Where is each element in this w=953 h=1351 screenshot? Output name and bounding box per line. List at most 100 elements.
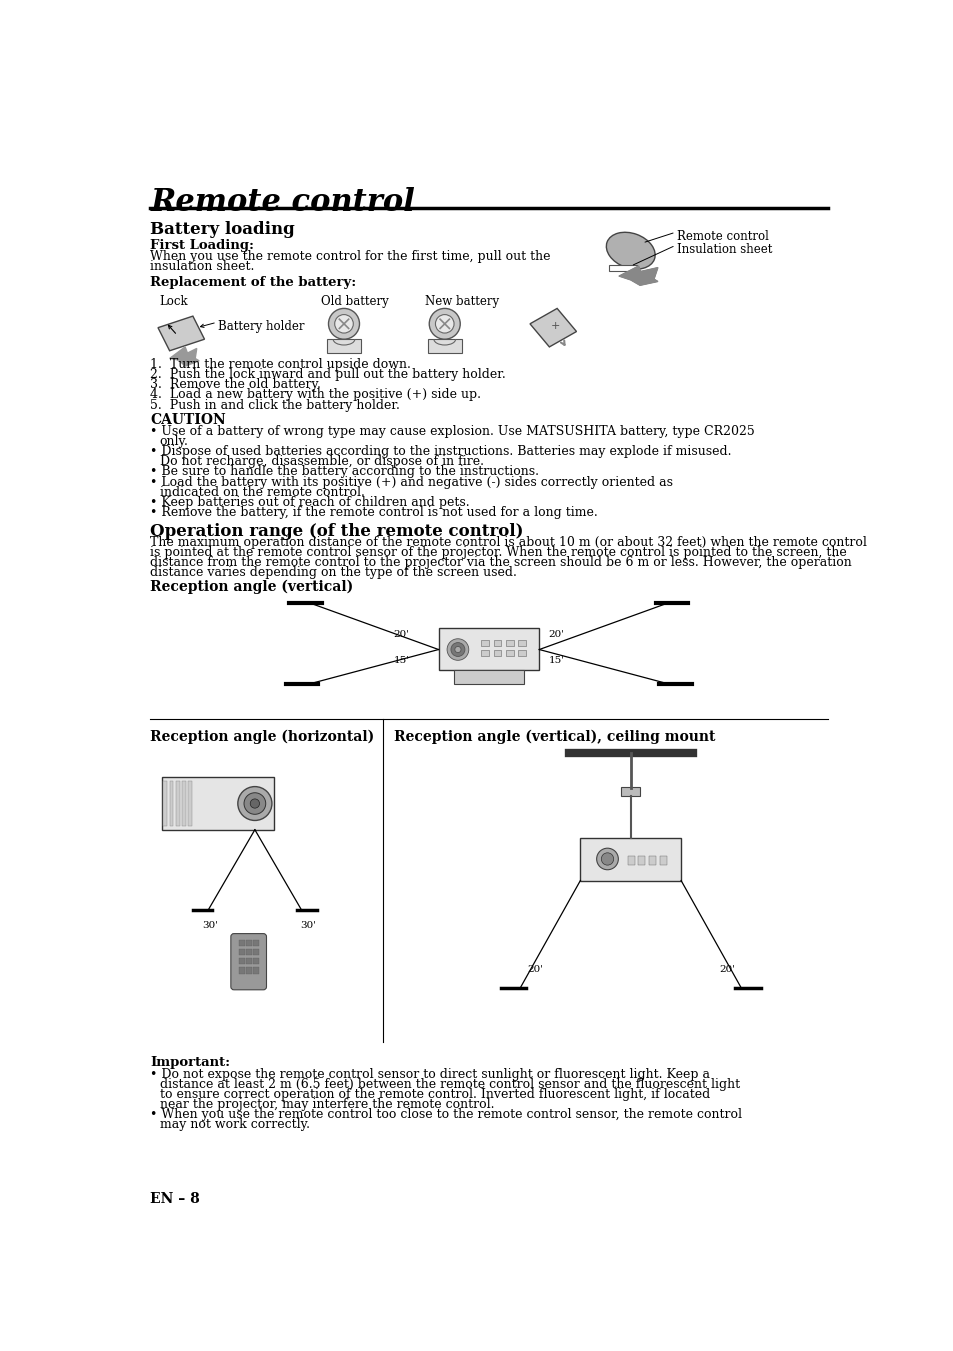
Text: insulation sheet.: insulation sheet.: [150, 259, 254, 273]
Bar: [239, 967, 245, 974]
Circle shape: [596, 848, 618, 870]
Circle shape: [335, 315, 353, 334]
Text: 30': 30': [202, 920, 218, 929]
Bar: [608, 265, 637, 270]
Bar: [493, 639, 500, 646]
Text: distance from the remote control to the projector via the screen should be 6 m o: distance from the remote control to the …: [150, 557, 851, 569]
Text: Important:: Important:: [150, 1056, 230, 1069]
Text: near the projector, may interfere the remote control.: near the projector, may interfere the re…: [159, 1097, 494, 1111]
Text: Reception angle (horizontal): Reception angle (horizontal): [150, 730, 375, 744]
Text: • Keep batteries out of reach of children and pets.: • Keep batteries out of reach of childre…: [150, 496, 470, 508]
Bar: [649, 857, 656, 865]
Text: distance varies depending on the type of the screen used.: distance varies depending on the type of…: [150, 566, 517, 580]
Bar: [253, 967, 258, 974]
Bar: [239, 948, 245, 955]
Text: Insulation sheet: Insulation sheet: [677, 243, 772, 255]
Text: Battery loading: Battery loading: [150, 220, 294, 238]
Text: • Use of a battery of wrong type may cause explosion. Use MATSUSHITA battery, ty: • Use of a battery of wrong type may cau…: [150, 426, 754, 439]
Ellipse shape: [606, 232, 655, 269]
Polygon shape: [618, 266, 658, 285]
Bar: [163, 781, 167, 825]
Text: First Loading:: First Loading:: [150, 239, 254, 253]
Bar: [517, 650, 525, 657]
Text: Reception angle (vertical), ceiling mount: Reception angle (vertical), ceiling moun…: [394, 730, 715, 744]
Text: 3.  Remove the old battery.: 3. Remove the old battery.: [150, 378, 321, 392]
Text: Old battery: Old battery: [320, 295, 388, 308]
Bar: [170, 781, 173, 825]
Circle shape: [250, 798, 259, 808]
Text: Lock: Lock: [159, 295, 188, 308]
Bar: [246, 958, 252, 965]
Bar: [579, 838, 680, 881]
Bar: [638, 857, 645, 865]
Polygon shape: [158, 316, 204, 351]
Text: Do not recharge, disassemble, or dispose of in fire.: Do not recharge, disassemble, or dispose…: [159, 455, 483, 469]
Circle shape: [429, 308, 459, 339]
Text: Replacement of the battery:: Replacement of the battery:: [150, 276, 356, 289]
Bar: [438, 628, 538, 670]
Bar: [175, 781, 179, 825]
FancyBboxPatch shape: [231, 934, 266, 990]
Bar: [188, 781, 192, 825]
Text: CAUTION: CAUTION: [150, 413, 226, 427]
Text: • Remove the battery, if the remote control is not used for a long time.: • Remove the battery, if the remote cont…: [150, 505, 598, 519]
Bar: [493, 650, 500, 657]
Bar: [246, 940, 252, 946]
Text: may not work correctly.: may not work correctly.: [159, 1117, 309, 1131]
Text: 4.  Load a new battery with the positive (+) side up.: 4. Load a new battery with the positive …: [150, 389, 480, 401]
Circle shape: [451, 643, 464, 657]
Bar: [627, 857, 634, 865]
Text: The maximum operation distance of the remote control is about 10 m (or about 32 : The maximum operation distance of the re…: [150, 536, 866, 550]
Bar: [246, 948, 252, 955]
Polygon shape: [170, 347, 199, 366]
Text: Remote control: Remote control: [677, 230, 768, 243]
Bar: [454, 670, 523, 684]
Text: EN – 8: EN – 8: [150, 1193, 200, 1206]
Text: only.: only.: [159, 435, 189, 449]
Bar: [505, 650, 513, 657]
Bar: [517, 639, 525, 646]
Bar: [253, 948, 258, 955]
Bar: [480, 639, 488, 646]
Text: When you use the remote control for the first time, pull out the: When you use the remote control for the …: [150, 250, 550, 263]
Circle shape: [600, 852, 613, 865]
Text: • Be sure to handle the battery according to the instructions.: • Be sure to handle the battery accordin…: [150, 466, 538, 478]
Text: indicated on the remote control.: indicated on the remote control.: [159, 485, 364, 499]
Text: • Do not expose the remote control sensor to direct sunlight or fluorescent ligh: • Do not expose the remote control senso…: [150, 1067, 709, 1081]
Polygon shape: [427, 339, 461, 353]
Bar: [239, 940, 245, 946]
Text: 30': 30': [299, 920, 315, 929]
Bar: [239, 958, 245, 965]
Text: 1.  Turn the remote control upside down.: 1. Turn the remote control upside down.: [150, 358, 411, 372]
Bar: [246, 967, 252, 974]
Bar: [659, 857, 666, 865]
Polygon shape: [530, 308, 576, 347]
Text: 20': 20': [548, 631, 564, 639]
Text: 15': 15': [548, 655, 564, 665]
Text: • Load the battery with its positive (+) and negative (-) sides correctly orient: • Load the battery with its positive (+)…: [150, 476, 673, 489]
Text: New battery: New battery: [425, 295, 499, 308]
Text: distance at least 2 m (6.5 feet) between the remote control sensor and the fluor: distance at least 2 m (6.5 feet) between…: [159, 1078, 739, 1090]
Circle shape: [455, 646, 460, 653]
Bar: [480, 650, 488, 657]
Bar: [505, 639, 513, 646]
Text: 20': 20': [394, 631, 409, 639]
Bar: [162, 777, 274, 830]
Text: to ensure correct operation of the remote control. Inverted fluorescent light, i: to ensure correct operation of the remot…: [159, 1088, 709, 1101]
Circle shape: [447, 639, 468, 661]
Text: Operation range (of the remote control): Operation range (of the remote control): [150, 523, 523, 540]
Text: • When you use the remote control too close to the remote control sensor, the re: • When you use the remote control too cl…: [150, 1108, 741, 1121]
Bar: [620, 786, 639, 796]
Bar: [253, 940, 258, 946]
Circle shape: [237, 786, 272, 820]
Text: 2.  Push the lock inward and pull out the battery holder.: 2. Push the lock inward and pull out the…: [150, 369, 505, 381]
Text: Remote control: Remote control: [150, 186, 415, 218]
Bar: [182, 781, 186, 825]
Polygon shape: [327, 339, 360, 353]
Circle shape: [328, 308, 359, 339]
Circle shape: [435, 315, 454, 334]
Text: +: +: [550, 322, 559, 331]
Text: is pointed at the remote control sensor of the projector. When the remote contro: is pointed at the remote control sensor …: [150, 546, 846, 559]
Circle shape: [244, 793, 266, 815]
Text: • Dispose of used batteries according to the instructions. Batteries may explode: • Dispose of used batteries according to…: [150, 446, 731, 458]
